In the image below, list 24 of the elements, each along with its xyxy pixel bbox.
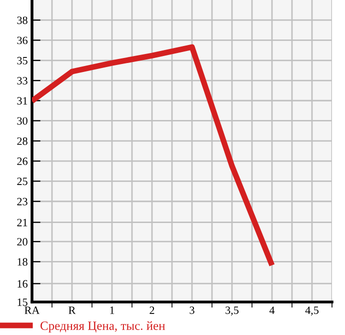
x-tick-label: RA xyxy=(24,306,40,314)
y-tick-label: 21 xyxy=(17,218,28,226)
x-tick-label: 4,5 xyxy=(305,306,319,316)
y-tick-label: 25 xyxy=(17,178,28,186)
y-tick-label: 23 xyxy=(17,198,28,206)
x-tick-label: R xyxy=(68,306,76,314)
x-tick-label: 1 xyxy=(110,306,114,314)
y-tick-label: 31 xyxy=(17,97,28,105)
y-tick-label: 16 xyxy=(18,280,28,288)
y-tick-label: 20 xyxy=(17,238,28,246)
x-tick-label: 4 xyxy=(269,306,275,314)
x-tick-label: 3,5 xyxy=(226,306,239,316)
y-tick-label: 18 xyxy=(18,258,28,266)
y-tick-label: 26 xyxy=(17,158,28,166)
y-tick-label: 35 xyxy=(17,56,28,64)
y-tick-label: 15 xyxy=(18,298,28,306)
x-tick-label: 3 xyxy=(190,306,194,314)
y-tick-label: 36 xyxy=(17,36,28,44)
y-tick-label: 38 xyxy=(17,16,28,24)
y-tick-label: 30 xyxy=(17,117,28,125)
x-tick-label: 2 xyxy=(150,306,154,314)
y-tick-label: 33 xyxy=(17,77,28,84)
y-tick-label: 28 xyxy=(17,137,28,145)
legend-label: Средняя Цена, тыс. йен xyxy=(40,321,165,332)
